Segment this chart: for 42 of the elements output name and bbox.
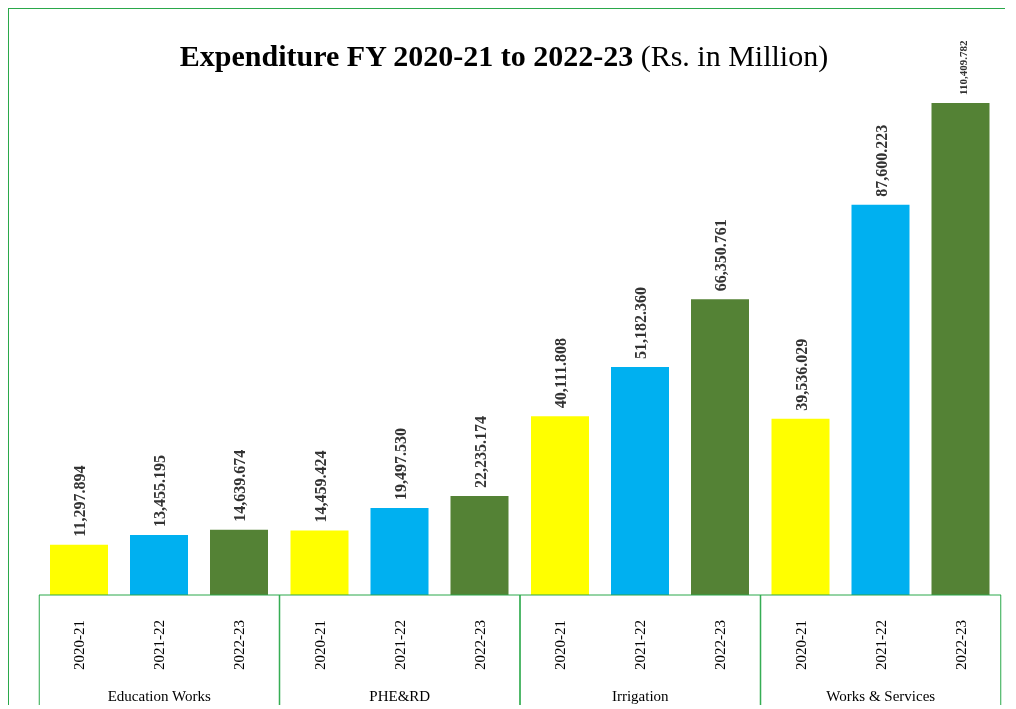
data-label: 19,497.530 (391, 428, 409, 501)
data-label: 51,182.360 (632, 286, 649, 359)
bar (531, 416, 589, 595)
data-label: 22,235.174 (471, 415, 489, 488)
text: 2020-21 (71, 620, 88, 670)
text: 2021-22 (151, 620, 168, 670)
bar (771, 418, 830, 595)
bar (210, 529, 268, 595)
x-tick-label: Works & Services (826, 688, 936, 704)
data-label: 110,409.782 (956, 40, 969, 95)
text: 2020-21 (311, 620, 328, 670)
data-label: 14,459.424 (311, 450, 329, 523)
bar (450, 495, 509, 595)
x-tick-label: PHE&RD (369, 688, 431, 704)
bar (50, 544, 108, 595)
bar (931, 103, 990, 595)
bar (691, 299, 749, 595)
x-tick-label: Irrigation (611, 688, 670, 704)
bar (851, 204, 910, 595)
text: 2022-23 (952, 620, 969, 670)
bar (130, 535, 188, 595)
bar (290, 530, 349, 595)
text: 2022-23 (712, 620, 729, 670)
chart-subtitle: (Rs. in Million) (640, 39, 829, 72)
text: 2022-23 (471, 620, 488, 670)
text: 2021-22 (872, 620, 889, 670)
text: 2020-21 (552, 620, 569, 670)
data-label: 13,455.195 (151, 455, 168, 528)
text: 2021-22 (391, 620, 408, 670)
bar (370, 508, 429, 595)
data-label: 11,297.894 (71, 465, 88, 537)
x-tick-label: Education Works (107, 688, 211, 704)
data-label: 66,350.761 (712, 219, 729, 292)
text: 2020-21 (792, 620, 809, 670)
data-label: 39,536.029 (792, 338, 810, 411)
text: 2021-22 (632, 620, 649, 670)
chart-title: Expenditure FY 2020-21 to 2022-23 (179, 39, 634, 72)
data-label: 14,639.674 (231, 449, 248, 522)
data-label: 87,600.223 (872, 124, 890, 197)
data-label: 40,111.808 (552, 338, 569, 409)
bar (611, 366, 669, 595)
text: 2022-23 (231, 620, 248, 670)
